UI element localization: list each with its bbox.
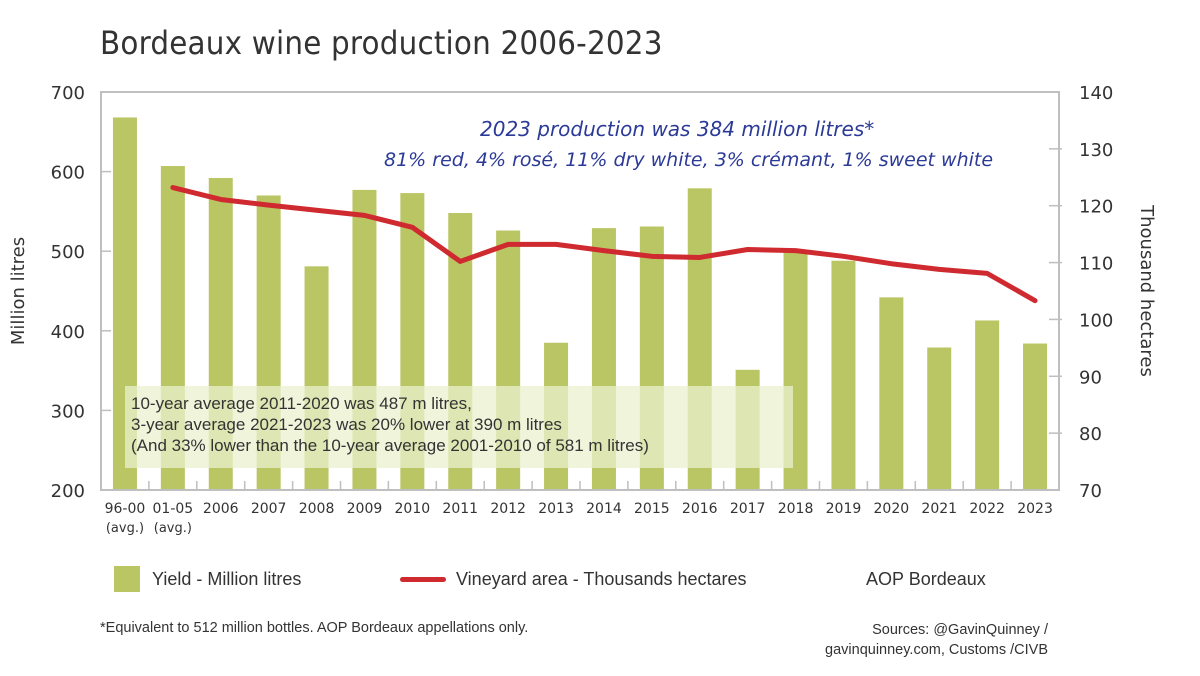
sources-line-1: Sources: @GavinQuinney / bbox=[872, 622, 1048, 638]
footnote: *Equivalent to 512 million bottles. AOP … bbox=[100, 620, 529, 636]
line-swatch-icon bbox=[400, 576, 446, 582]
average-annotation-line-1: 10-year average 2011-2020 was 487 m litr… bbox=[131, 394, 472, 413]
legend-label-area: Vineyard area - Thousands hectares bbox=[456, 568, 747, 589]
left-tick-label: 300 bbox=[51, 401, 85, 422]
average-annotation-box bbox=[125, 386, 793, 468]
x-tick-label: 2016 bbox=[682, 501, 718, 517]
bar bbox=[879, 297, 904, 490]
right-tick-label: 110 bbox=[1079, 254, 1113, 275]
average-annotation-line-3: (And 33% lower than the 10-year average … bbox=[131, 436, 649, 455]
bar bbox=[975, 320, 1000, 490]
left-tick-label: 200 bbox=[51, 481, 85, 502]
bar bbox=[927, 347, 952, 490]
right-tick-label: 140 bbox=[1079, 83, 1113, 104]
x-tick-label: 2013 bbox=[538, 501, 574, 517]
bar bbox=[1023, 343, 1048, 490]
left-tick-label: 400 bbox=[51, 322, 85, 343]
x-tick-label: 2019 bbox=[826, 501, 862, 517]
y2-axis-title: Thousand hectares bbox=[1136, 204, 1157, 377]
right-tick-label: 120 bbox=[1079, 197, 1113, 218]
x-tick-label: 2014 bbox=[586, 501, 622, 517]
x-tick-label: 96-00 bbox=[105, 501, 146, 517]
x-tick-label: 2018 bbox=[778, 501, 814, 517]
right-tick-label: 80 bbox=[1079, 424, 1102, 445]
average-annotation-line-2: 3-year average 2021-2023 was 20% lower a… bbox=[131, 415, 562, 434]
headline-annotation-line-2: 81% red, 4% rosé, 11% dry white, 3% crém… bbox=[384, 149, 994, 171]
x-tick-label: 2023 bbox=[1017, 501, 1053, 517]
x-tick-label: 2015 bbox=[634, 501, 670, 517]
x-tick-label: 2021 bbox=[921, 501, 957, 517]
bar-swatch-icon bbox=[114, 566, 140, 592]
sources-line-2: gavinquinney.com, Customs /CIVB bbox=[825, 642, 1048, 658]
right-tick-label: 130 bbox=[1079, 140, 1113, 161]
left-tick-label: 500 bbox=[51, 242, 85, 263]
x-tick-label: 2008 bbox=[299, 501, 335, 517]
x-tick-label: (avg.) bbox=[154, 521, 192, 536]
x-tick-label: (avg.) bbox=[106, 521, 144, 536]
right-tick-label: 90 bbox=[1079, 367, 1102, 388]
line-series bbox=[170, 185, 1038, 304]
legend-item-area: Vineyard area - Thousands hectares bbox=[400, 566, 747, 592]
x-tick-label: 2017 bbox=[730, 501, 766, 517]
legend-label-yield: Yield - Million litres bbox=[152, 568, 302, 589]
chart-title: Bordeaux wine production 2006-2023 bbox=[100, 24, 663, 62]
x-tick-label: 2022 bbox=[969, 501, 1005, 517]
x-tick-label: 2007 bbox=[251, 501, 287, 517]
average-annotation: 10-year average 2011-2020 was 487 m litr… bbox=[131, 393, 649, 456]
x-tick-label: 2012 bbox=[490, 501, 526, 517]
legend-item-region: AOP Bordeaux bbox=[866, 566, 986, 592]
axis-labels: 200 300 400 500 600 700 70 80 90 100 110 120 130 140 M… bbox=[8, 83, 1157, 536]
headline-annotation-line-1: 2023 production was 384 million litres* bbox=[480, 117, 875, 141]
x-tick-label: 2006 bbox=[203, 501, 239, 517]
y-axis-title: Million litres bbox=[8, 237, 29, 345]
left-tick-label: 600 bbox=[51, 163, 85, 184]
left-tick-label: 700 bbox=[51, 83, 85, 104]
x-tick-label: 2011 bbox=[442, 501, 478, 517]
x-tick-label: 2009 bbox=[347, 501, 383, 517]
bar bbox=[831, 260, 856, 490]
x-tick-label: 2010 bbox=[395, 501, 431, 517]
right-tick-label: 70 bbox=[1079, 481, 1102, 502]
legend-item-yield: Yield - Million litres bbox=[114, 566, 301, 592]
x-tick-label: 01-05 bbox=[153, 501, 194, 517]
sources: Sources: @GavinQuinney / gavinquinney.co… bbox=[825, 620, 1048, 660]
right-tick-label: 100 bbox=[1079, 310, 1113, 331]
x-tick-label: 2020 bbox=[874, 501, 910, 517]
legend-label-region: AOP Bordeaux bbox=[866, 568, 986, 589]
axes bbox=[100, 91, 1062, 491]
